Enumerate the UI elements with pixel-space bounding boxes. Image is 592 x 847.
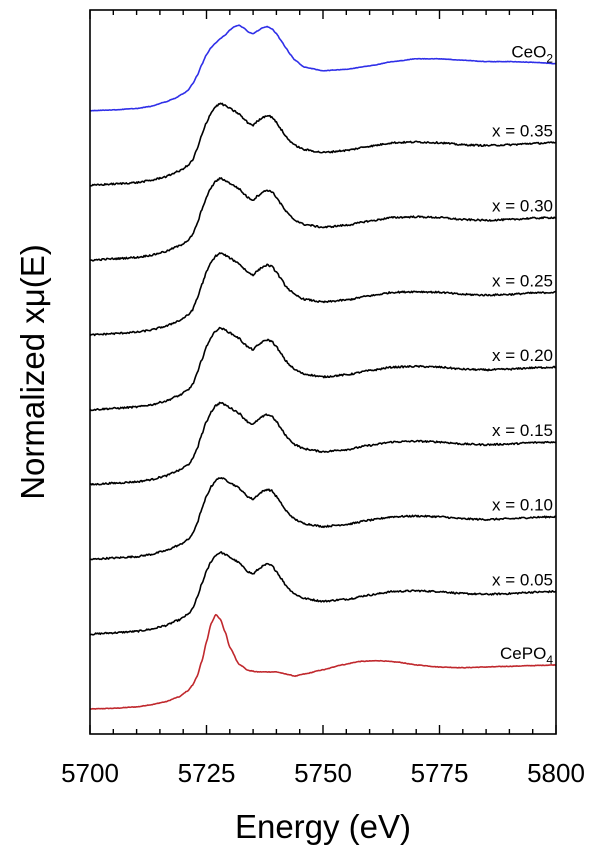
x-tick-label: 5750 (294, 758, 352, 788)
series-label-cepo4: CePO4 (500, 644, 553, 667)
series-label-x010: x = 0.10 (492, 496, 553, 515)
series-label-ceo2: CeO2 (511, 43, 553, 66)
series-line-x020 (89, 326, 557, 412)
series-line-x015 (89, 401, 557, 486)
axes-layer (89, 9, 557, 735)
series-label-main: CePO (500, 644, 546, 663)
series-label-x025: x = 0.25 (492, 271, 553, 290)
series-label-x005: x = 0.05 (492, 571, 553, 590)
series-layer (89, 24, 557, 710)
series-line-x030 (89, 177, 557, 262)
series-label-main: x = 0.05 (492, 571, 553, 590)
series-label-sub: 4 (546, 653, 553, 667)
x-tick-label: 5700 (61, 758, 119, 788)
series-line-ceo2 (89, 24, 557, 112)
x-tick-label: 5775 (411, 758, 469, 788)
series-line-x010 (89, 476, 557, 561)
x-tick-label: 5725 (178, 758, 236, 788)
series-label-sub: 2 (546, 52, 553, 66)
series-line-x035 (89, 102, 557, 187)
series-label-main: CeO (511, 43, 546, 62)
series-line-x025 (89, 252, 557, 337)
series-label-main: x = 0.35 (492, 122, 553, 141)
series-labels: CePO4 x = 0.05 x = 0.10 x = 0.15 x = 0.20 x =… (492, 43, 553, 667)
x-axis-label: Energy (eV) (235, 808, 411, 845)
series-label-main: x = 0.20 (492, 346, 553, 365)
series-line-cepo4 (89, 613, 557, 710)
series-label-main: x = 0.10 (492, 496, 553, 515)
x-tick-label: 5800 (527, 758, 585, 788)
series-label-main: x = 0.30 (492, 197, 553, 216)
series-line-x005 (89, 551, 557, 636)
plot-frame (89, 9, 557, 735)
series-label-x035: x = 0.35 (492, 122, 553, 141)
series-label-main: x = 0.15 (492, 421, 553, 440)
y-axis-label: Normalized xμ(E) (14, 244, 51, 500)
series-label-x015: x = 0.15 (492, 421, 553, 440)
x-axis-ticks: 5700 5725 5750 5775 5800 (61, 10, 585, 788)
series-label-x020: x = 0.20 (492, 346, 553, 365)
series-label-main: x = 0.25 (492, 271, 553, 290)
series-label-x030: x = 0.30 (492, 197, 553, 216)
